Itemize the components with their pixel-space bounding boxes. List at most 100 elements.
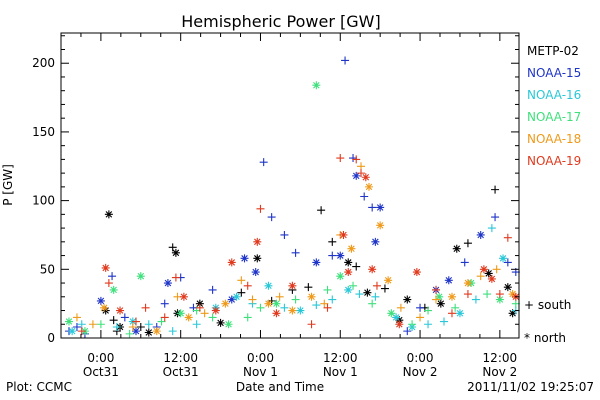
data-point-north [224,320,233,329]
data-point-south [341,56,350,65]
x-tick-date-label: Nov 2 [482,365,517,379]
series-noaa-19 [77,154,520,336]
data-point-south [483,290,492,299]
data-point-south [136,323,145,332]
data-point-south [112,323,121,332]
data-point-south [491,213,500,222]
marker-symbol: * [524,331,530,345]
data-point-north [387,309,396,318]
data-point-south [168,327,177,336]
data-point-north [195,299,204,308]
series-noaa-18 [72,162,517,336]
data-point-south [291,248,300,257]
data-point-north [227,295,236,304]
data-point-north [176,309,185,318]
data-point-south [208,285,217,294]
data-point-north [264,281,273,290]
data-point-south [243,281,252,290]
data-point-south [171,273,180,282]
data-point-north [253,254,262,263]
data-point-north [163,279,172,288]
data-point-south [104,279,113,288]
data-point-north [227,258,236,267]
data-point-south [403,327,412,336]
data-point-south [355,290,364,299]
series-noaa-16 [68,224,520,336]
data-point-south [256,204,265,213]
y-tick-label: 100 [32,194,55,208]
data-point-south [463,290,472,299]
data-point-north [503,283,512,292]
data-point-south [447,309,456,318]
x-tick-date-label: Oct31 [83,365,119,379]
data-point-north [395,316,404,325]
data-point-north [476,230,485,239]
data-point-south [168,243,177,252]
data-point-south [487,224,496,233]
data-point-south [471,295,480,304]
data-point-north [104,210,113,219]
data-point-north [376,203,385,212]
data-point-south [291,295,300,304]
data-point-north [403,295,412,304]
data-point-north [336,272,345,281]
data-point-north [368,265,377,274]
data-point-south [476,272,485,281]
data-point-north [499,254,508,263]
data-point-north [392,313,401,322]
data-point-south [77,327,86,336]
data-point-south [160,313,169,322]
data-point-north [395,320,404,329]
data-point-north [116,306,125,315]
data-point-south [328,251,337,260]
chart-title: Hemispheric Power [GW] [181,12,380,31]
data-point-south [416,313,425,322]
chart-marks [64,56,520,338]
data-point-north [484,269,493,278]
data-point-north [364,182,373,191]
data-point-south [160,299,169,308]
data-point-south [237,276,246,285]
x-tick-date-label: Nov 1 [243,365,278,379]
series-metp-02 [101,185,517,337]
x-tick-time-label: 12:00 [483,351,518,365]
data-point-south [120,313,129,322]
data-point-north [447,292,456,301]
data-point-north [288,306,297,315]
data-point-south [77,320,86,329]
data-point-north [452,244,461,253]
data-point-south [109,316,118,325]
data-point-north [344,258,353,267]
data-point-south [280,303,289,312]
data-point-south [503,258,512,267]
x-tick-date-label: Oct31 [163,365,199,379]
data-point-south [128,323,137,332]
data-point-south [491,185,500,194]
x-tick-time-label: 0:00 [87,351,114,365]
legend-entry-noaa-19: NOAA-19 [527,154,582,168]
x-tick-date-label: Nov 2 [403,365,438,379]
footer-plot-credit: Plot: CCMC [6,380,72,394]
data-point-north [216,318,225,327]
data-point-south [280,230,289,239]
data-point-south [72,313,81,322]
data-point-south [357,162,366,171]
data-point-north [101,263,110,272]
data-point-south [424,306,433,315]
x-axis-label: Date and Time [236,380,324,394]
data-point-south [320,299,329,308]
data-point-north [312,258,321,267]
data-point-north [479,265,488,274]
data-point-south [323,303,332,312]
data-point-south [195,303,204,312]
data-point-south [88,320,97,329]
y-tick-label: 150 [32,125,55,139]
data-point-south [432,295,441,304]
marker-legend-south: + south [524,298,571,312]
data-point-south [424,320,433,329]
data-point-north [272,309,281,318]
data-point-south [323,285,332,294]
data-point-north [344,285,353,294]
data-point-south [243,313,252,322]
